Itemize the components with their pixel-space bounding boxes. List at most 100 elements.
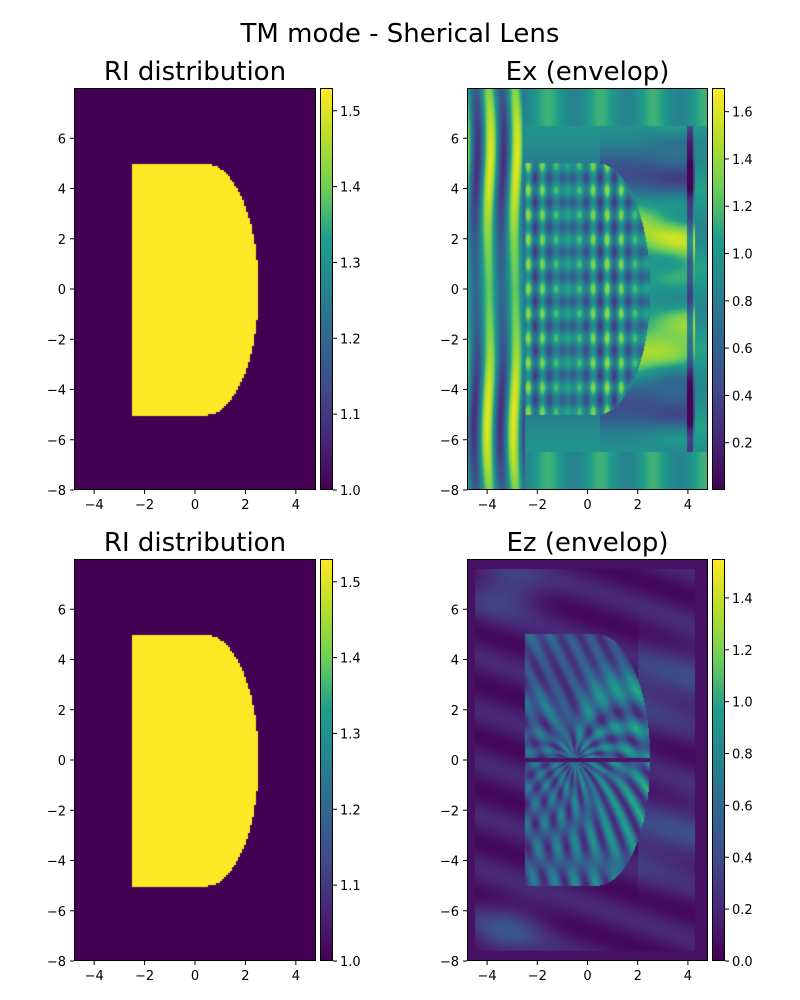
y-tick-label: 0 bbox=[58, 283, 66, 298]
colorbar-tick-label: 1.2 bbox=[732, 644, 753, 659]
y-tick-label: −4 bbox=[47, 855, 66, 870]
x-tick-label: −2 bbox=[528, 498, 547, 513]
colorbar-tick-label: 1.2 bbox=[732, 200, 753, 215]
y-tick-label: 2 bbox=[58, 704, 66, 719]
colorbar-tick-label: 0.6 bbox=[732, 799, 753, 814]
colorbar-gradient bbox=[712, 88, 725, 490]
panel-title: Ez (envelop) bbox=[506, 528, 668, 558]
panel-ex-top: Ex (envelop) −4 −2 0 2 4 −8 −6 −4 −2 0 2 4 6 0.2 0.4 0.6… bbox=[440, 57, 753, 513]
colorbar-gradient bbox=[320, 559, 333, 961]
panel-ri-top: RI distribution −4 −2 0 2 4 −8 −6 −4 −2 0 2 4 6 1.0 1.1… bbox=[47, 57, 361, 513]
y-tick-label: −4 bbox=[440, 855, 459, 870]
y-tick-label: −4 bbox=[440, 384, 459, 399]
x-tick-label: 2 bbox=[241, 498, 249, 513]
x-tick-label: −4 bbox=[85, 498, 104, 513]
heatmap-image bbox=[74, 88, 316, 490]
panel-ri-bottom: RI distribution −4 −2 0 2 4 −8 −6 −4 −2 0 2 4 6 1.0 1.1… bbox=[47, 528, 361, 984]
panel-title: Ex (envelop) bbox=[506, 57, 670, 87]
colorbar-tick-label: 1.0 bbox=[340, 484, 361, 499]
figure-title: TM mode - Sherical Lens bbox=[240, 19, 560, 49]
y-tick-label: 0 bbox=[451, 283, 459, 298]
colorbar-tick-label: 1.5 bbox=[340, 105, 361, 120]
colorbar-tick-label: 0.2 bbox=[732, 903, 753, 918]
y-tick-label: 4 bbox=[58, 654, 66, 669]
y-tick-label: 2 bbox=[451, 704, 459, 719]
y-tick-label: 6 bbox=[58, 603, 66, 618]
x-tick-label: −4 bbox=[477, 498, 496, 513]
colorbar-tick-label: 1.2 bbox=[340, 332, 361, 347]
y-tick-label: 4 bbox=[451, 654, 459, 669]
colorbar-tick-label: 0.6 bbox=[732, 342, 753, 357]
colorbar-tick-label: 1.2 bbox=[340, 803, 361, 818]
y-tick-label: −6 bbox=[440, 905, 459, 920]
x-tick-label: 2 bbox=[634, 498, 642, 513]
colorbar-tick-label: 1.0 bbox=[732, 696, 753, 711]
y-tick-label: 6 bbox=[451, 603, 459, 618]
panel-title: RI distribution bbox=[104, 57, 286, 87]
y-tick-label: 0 bbox=[451, 754, 459, 769]
colorbar-tick-label: 0.8 bbox=[732, 295, 753, 310]
colorbar: 1.0 1.1 1.2 1.3 1.4 1.5 bbox=[320, 559, 361, 970]
y-tick-label: −8 bbox=[440, 955, 459, 970]
colorbar-tick-label: 1.4 bbox=[340, 652, 361, 667]
y-tick-label: −8 bbox=[440, 484, 459, 499]
y-tick-label: −8 bbox=[47, 955, 66, 970]
heatmap-image bbox=[74, 559, 316, 961]
y-tick-label: −2 bbox=[440, 333, 459, 348]
colorbar-frame bbox=[712, 559, 725, 961]
colorbar-frame bbox=[320, 559, 333, 961]
x-tick-label: −2 bbox=[135, 498, 154, 513]
y-tick-label: 6 bbox=[58, 132, 66, 147]
x-tick-label: 0 bbox=[191, 969, 199, 984]
colorbar-tick-label: 0.4 bbox=[732, 389, 753, 404]
x-tick-label: 4 bbox=[684, 969, 692, 984]
colorbar-tick-label: 0.4 bbox=[732, 851, 753, 866]
x-tick-label: −4 bbox=[85, 969, 104, 984]
x-tick-label: 0 bbox=[191, 498, 199, 513]
x-tick-label: −4 bbox=[477, 969, 496, 984]
axes-frame bbox=[74, 88, 316, 490]
x-tick-label: 0 bbox=[583, 498, 591, 513]
y-tick-label: 2 bbox=[58, 233, 66, 248]
x-tick-label: 4 bbox=[292, 969, 300, 984]
y-tick-label: 0 bbox=[58, 754, 66, 769]
colorbar-tick-label: 1.4 bbox=[732, 153, 753, 168]
panel-ez-bottom: Ez (envelop) −4 −2 0 2 4 −8 −6 −4 −2 0 2 4 6 0.0 0.2 0.4… bbox=[440, 528, 753, 984]
x-tick-label: 0 bbox=[583, 969, 591, 984]
colorbar-tick-label: 0.8 bbox=[732, 748, 753, 763]
y-tick-label: −2 bbox=[47, 804, 66, 819]
y-tick-label: 4 bbox=[451, 183, 459, 198]
axes-frame bbox=[467, 88, 708, 490]
x-tick-label: 4 bbox=[684, 498, 692, 513]
colorbar-gradient bbox=[320, 88, 333, 490]
heatmap-image bbox=[467, 559, 708, 961]
colorbar-tick-label: 1.0 bbox=[340, 955, 361, 970]
colorbar-tick-label: 0.0 bbox=[732, 955, 753, 970]
colorbar-tick-label: 1.3 bbox=[340, 727, 361, 742]
x-tick-label: 2 bbox=[634, 969, 642, 984]
colorbar-tick-label: 1.4 bbox=[340, 181, 361, 196]
y-tick-label: 4 bbox=[58, 183, 66, 198]
colorbar-gradient bbox=[712, 559, 725, 961]
y-tick-label: 2 bbox=[451, 233, 459, 248]
colorbar-tick-label: 1.5 bbox=[340, 576, 361, 591]
colorbar-tick-label: 1.3 bbox=[340, 256, 361, 271]
x-tick-label: 2 bbox=[241, 969, 249, 984]
colorbar-tick-label: 1.6 bbox=[732, 106, 753, 121]
panel-title: RI distribution bbox=[104, 528, 286, 558]
y-tick-label: −4 bbox=[47, 384, 66, 399]
y-tick-label: −8 bbox=[47, 484, 66, 499]
colorbar: 0.0 0.2 0.4 0.6 0.8 1.0 1.2 1.4 bbox=[712, 559, 753, 970]
y-tick-label: −2 bbox=[47, 333, 66, 348]
y-tick-label: −6 bbox=[440, 434, 459, 449]
colorbar-tick-label: 0.2 bbox=[732, 437, 753, 452]
colorbar-tick-label: 1.1 bbox=[340, 879, 361, 894]
colorbar: 1.0 1.1 1.2 1.3 1.4 1.5 bbox=[320, 88, 361, 499]
y-tick-label: −2 bbox=[440, 804, 459, 819]
colorbar-tick-label: 1.0 bbox=[732, 248, 753, 263]
colorbar-tick-label: 1.1 bbox=[340, 408, 361, 423]
axes-frame bbox=[74, 559, 316, 961]
colorbar-frame bbox=[712, 88, 725, 490]
y-tick-label: −6 bbox=[47, 434, 66, 449]
